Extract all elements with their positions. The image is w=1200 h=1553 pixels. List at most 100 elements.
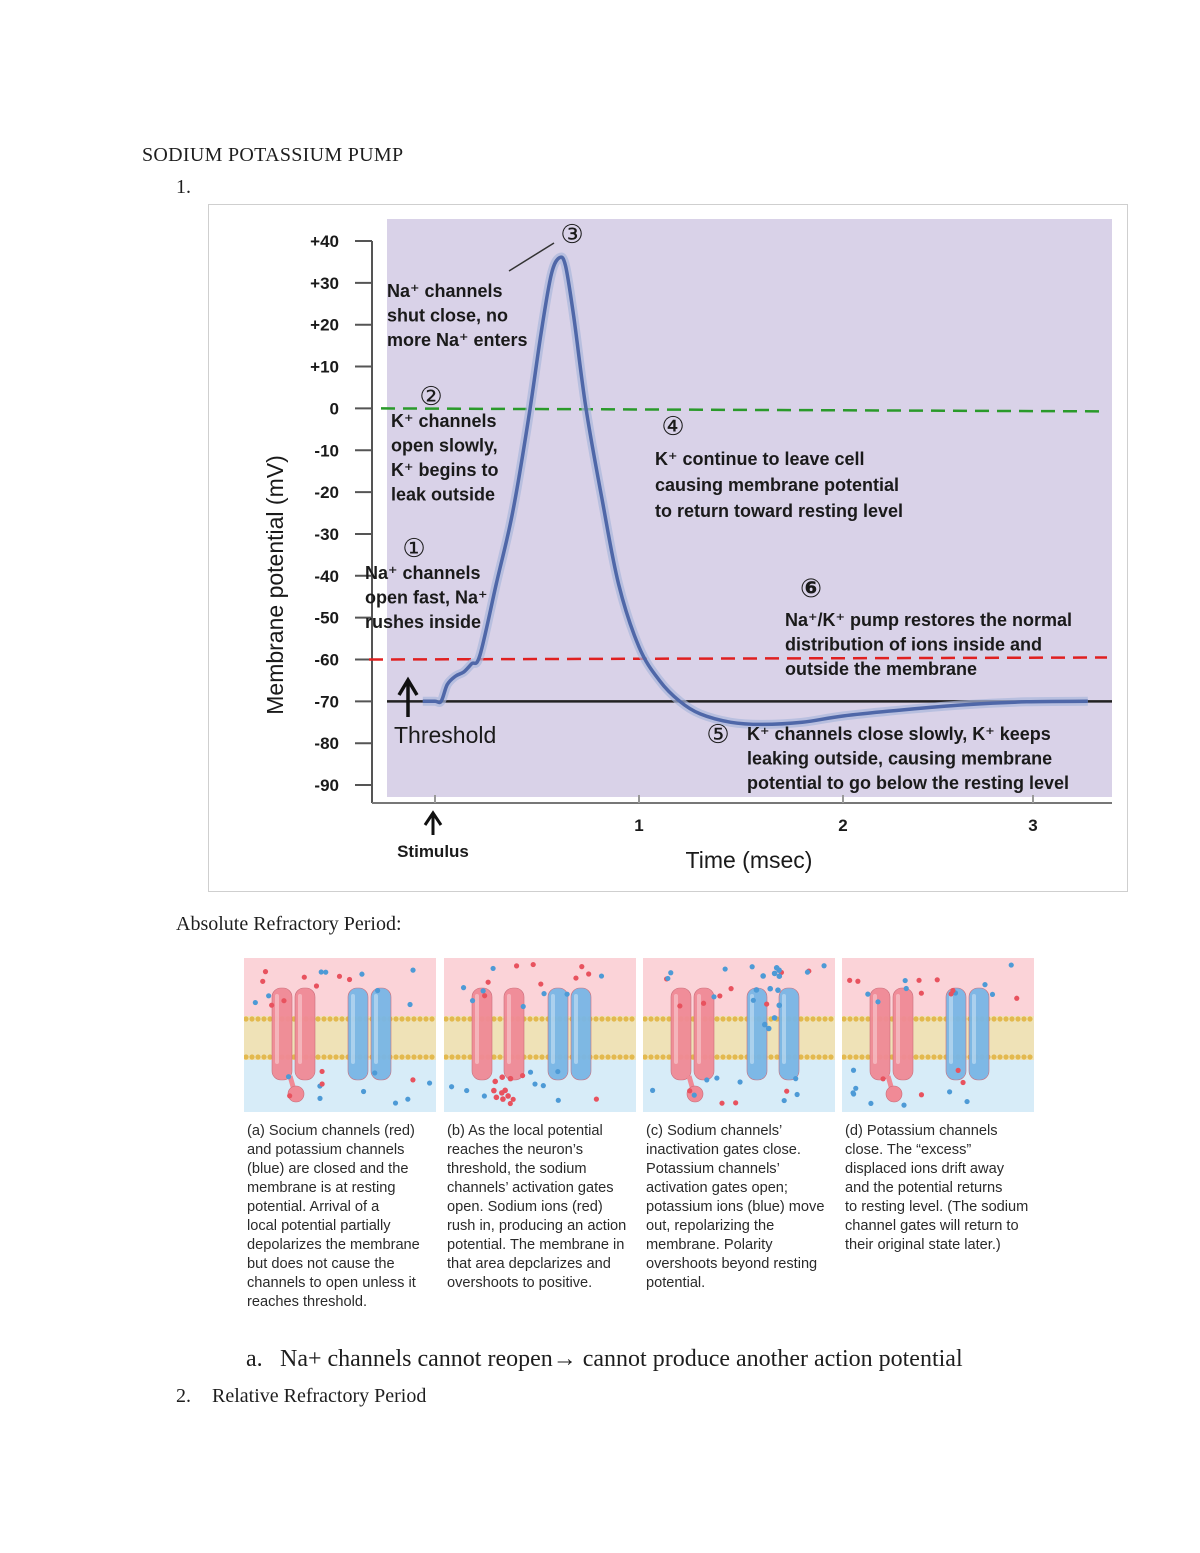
sub-item-a-text: Na+ channels cannot reopen→ cannot produ… (280, 1346, 963, 1372)
ion (749, 964, 755, 970)
lipid-head (847, 1054, 853, 1060)
ion (593, 1096, 599, 1102)
ion (737, 1079, 743, 1085)
lipid-head (617, 1016, 623, 1022)
ion (555, 1097, 561, 1103)
lipid-head (405, 1054, 411, 1060)
y-tick-label: +10 (310, 358, 339, 377)
lipid-head (991, 1016, 997, 1022)
ion (960, 1079, 966, 1086)
lipid-head (810, 1016, 816, 1022)
lipid-head (327, 1054, 333, 1060)
ion (505, 1093, 511, 1099)
lipid-head (1015, 1054, 1021, 1060)
ion (781, 1097, 787, 1104)
action-potential-chart: +40 +30 +20 +10 0 -10 -20 -30 -40 -50 -60 -70 -80 -90… (262, 219, 1112, 873)
caption-line: depolarizes the membrane (247, 1237, 420, 1253)
ion (485, 979, 491, 985)
y-tick-label: -90 (314, 776, 339, 795)
y-tick-label: +20 (310, 316, 339, 335)
ion (733, 1100, 739, 1106)
lipid-head (461, 1016, 467, 1022)
lipid-head (720, 1016, 726, 1022)
ion (301, 974, 307, 980)
lipid-head (593, 1016, 599, 1022)
lipid-head (925, 1016, 931, 1022)
lipid-head (623, 1054, 629, 1060)
lipid-head (605, 1016, 611, 1022)
potassium-channel (746, 987, 800, 1081)
lipid-head (611, 1054, 617, 1060)
lipid-head (1021, 1054, 1027, 1060)
caption-line: and potassium channels (247, 1142, 405, 1158)
lipid-head (629, 1016, 635, 1022)
y-tick-label: -60 (314, 651, 339, 670)
caption-line: potential. (646, 1275, 706, 1291)
channel-panel-d (842, 958, 1034, 1112)
ion (677, 1003, 683, 1009)
ion (392, 1100, 399, 1106)
caption-d: (d) Potassium channels close. The “excess… (845, 1122, 1039, 1255)
step1-annotation-line: Na⁺ channels (365, 563, 481, 583)
lipid-head (617, 1054, 623, 1060)
ion (493, 1094, 500, 1101)
caption-line: (d) Potassium channels (845, 1123, 998, 1139)
ion (982, 982, 988, 988)
absolute-refractory-heading: Absolute Refractory Period: (176, 913, 402, 935)
caption-line: potential. The membrane in (447, 1237, 625, 1253)
lipid-head (774, 1054, 780, 1060)
ion (719, 1100, 725, 1106)
potassium-channel (347, 987, 392, 1081)
lipid-head (533, 1054, 539, 1060)
lipid-head (738, 1054, 744, 1060)
step5-annotation-line: K⁺ channels close slowly, K⁺ keeps (747, 724, 1051, 744)
ion (728, 986, 734, 992)
step4-annotation-line: causing membrane potential (655, 475, 899, 495)
page-title: SODIUM POTASSIUM PUMP (142, 144, 404, 166)
channel-panel-b (444, 958, 636, 1112)
ion (410, 967, 416, 973)
ion (499, 1074, 506, 1081)
x-tick-label: 1 (634, 816, 643, 835)
caption-line: inactivation gates close. (646, 1142, 801, 1158)
lipid-head (853, 1016, 859, 1022)
ion (668, 970, 674, 976)
step2-annotation-line: leak outside (391, 485, 495, 505)
ion (346, 976, 353, 983)
ion (875, 999, 881, 1005)
lipid-head (527, 1054, 533, 1060)
lipid-head (449, 1016, 455, 1022)
lipid-head (931, 1054, 937, 1060)
lipid-head (1027, 1016, 1033, 1022)
potassium-channel (547, 987, 592, 1081)
step4-annotation: K⁺ continue to leave cell causing membran… (655, 449, 903, 521)
stimulus-label: Stimulus (397, 842, 469, 861)
caption-line: threshold, the sodium (447, 1161, 587, 1177)
ion (372, 1070, 378, 1076)
ion (598, 973, 605, 979)
list-number-2: 2. (176, 1385, 191, 1407)
lipid-head (648, 1054, 654, 1060)
ion (964, 1098, 970, 1105)
ion (850, 1090, 856, 1096)
step4-marker: ④ (661, 412, 684, 442)
list-item-2-text: Relative Refractory Period (212, 1385, 427, 1407)
lipid-head (405, 1016, 411, 1022)
y-axis-label: Membrane potential (mV) (262, 455, 288, 715)
y-axis (371, 241, 1112, 804)
action-potential-figure: +40 +30 +20 +10 0 -10 -20 -30 -40 -50 -60 -70 -80 -90… (208, 204, 1128, 892)
lipid-head (997, 1054, 1003, 1060)
ion (317, 1095, 323, 1101)
lipid-head (1009, 1016, 1015, 1022)
step4-annotation-line: K⁺ continue to leave cell (655, 449, 865, 469)
ions (252, 967, 433, 1106)
lipid-head (738, 1016, 744, 1022)
step1-annotation-line: open fast, Na⁺ (365, 588, 488, 608)
zero-mv-line (380, 407, 1108, 413)
y-tick-label: -70 (314, 692, 339, 711)
caption-line: potassium ions (blue) move (646, 1199, 825, 1215)
ion (262, 969, 269, 975)
ion (687, 1088, 693, 1094)
ion (918, 990, 924, 996)
lipid-head (654, 1016, 660, 1022)
